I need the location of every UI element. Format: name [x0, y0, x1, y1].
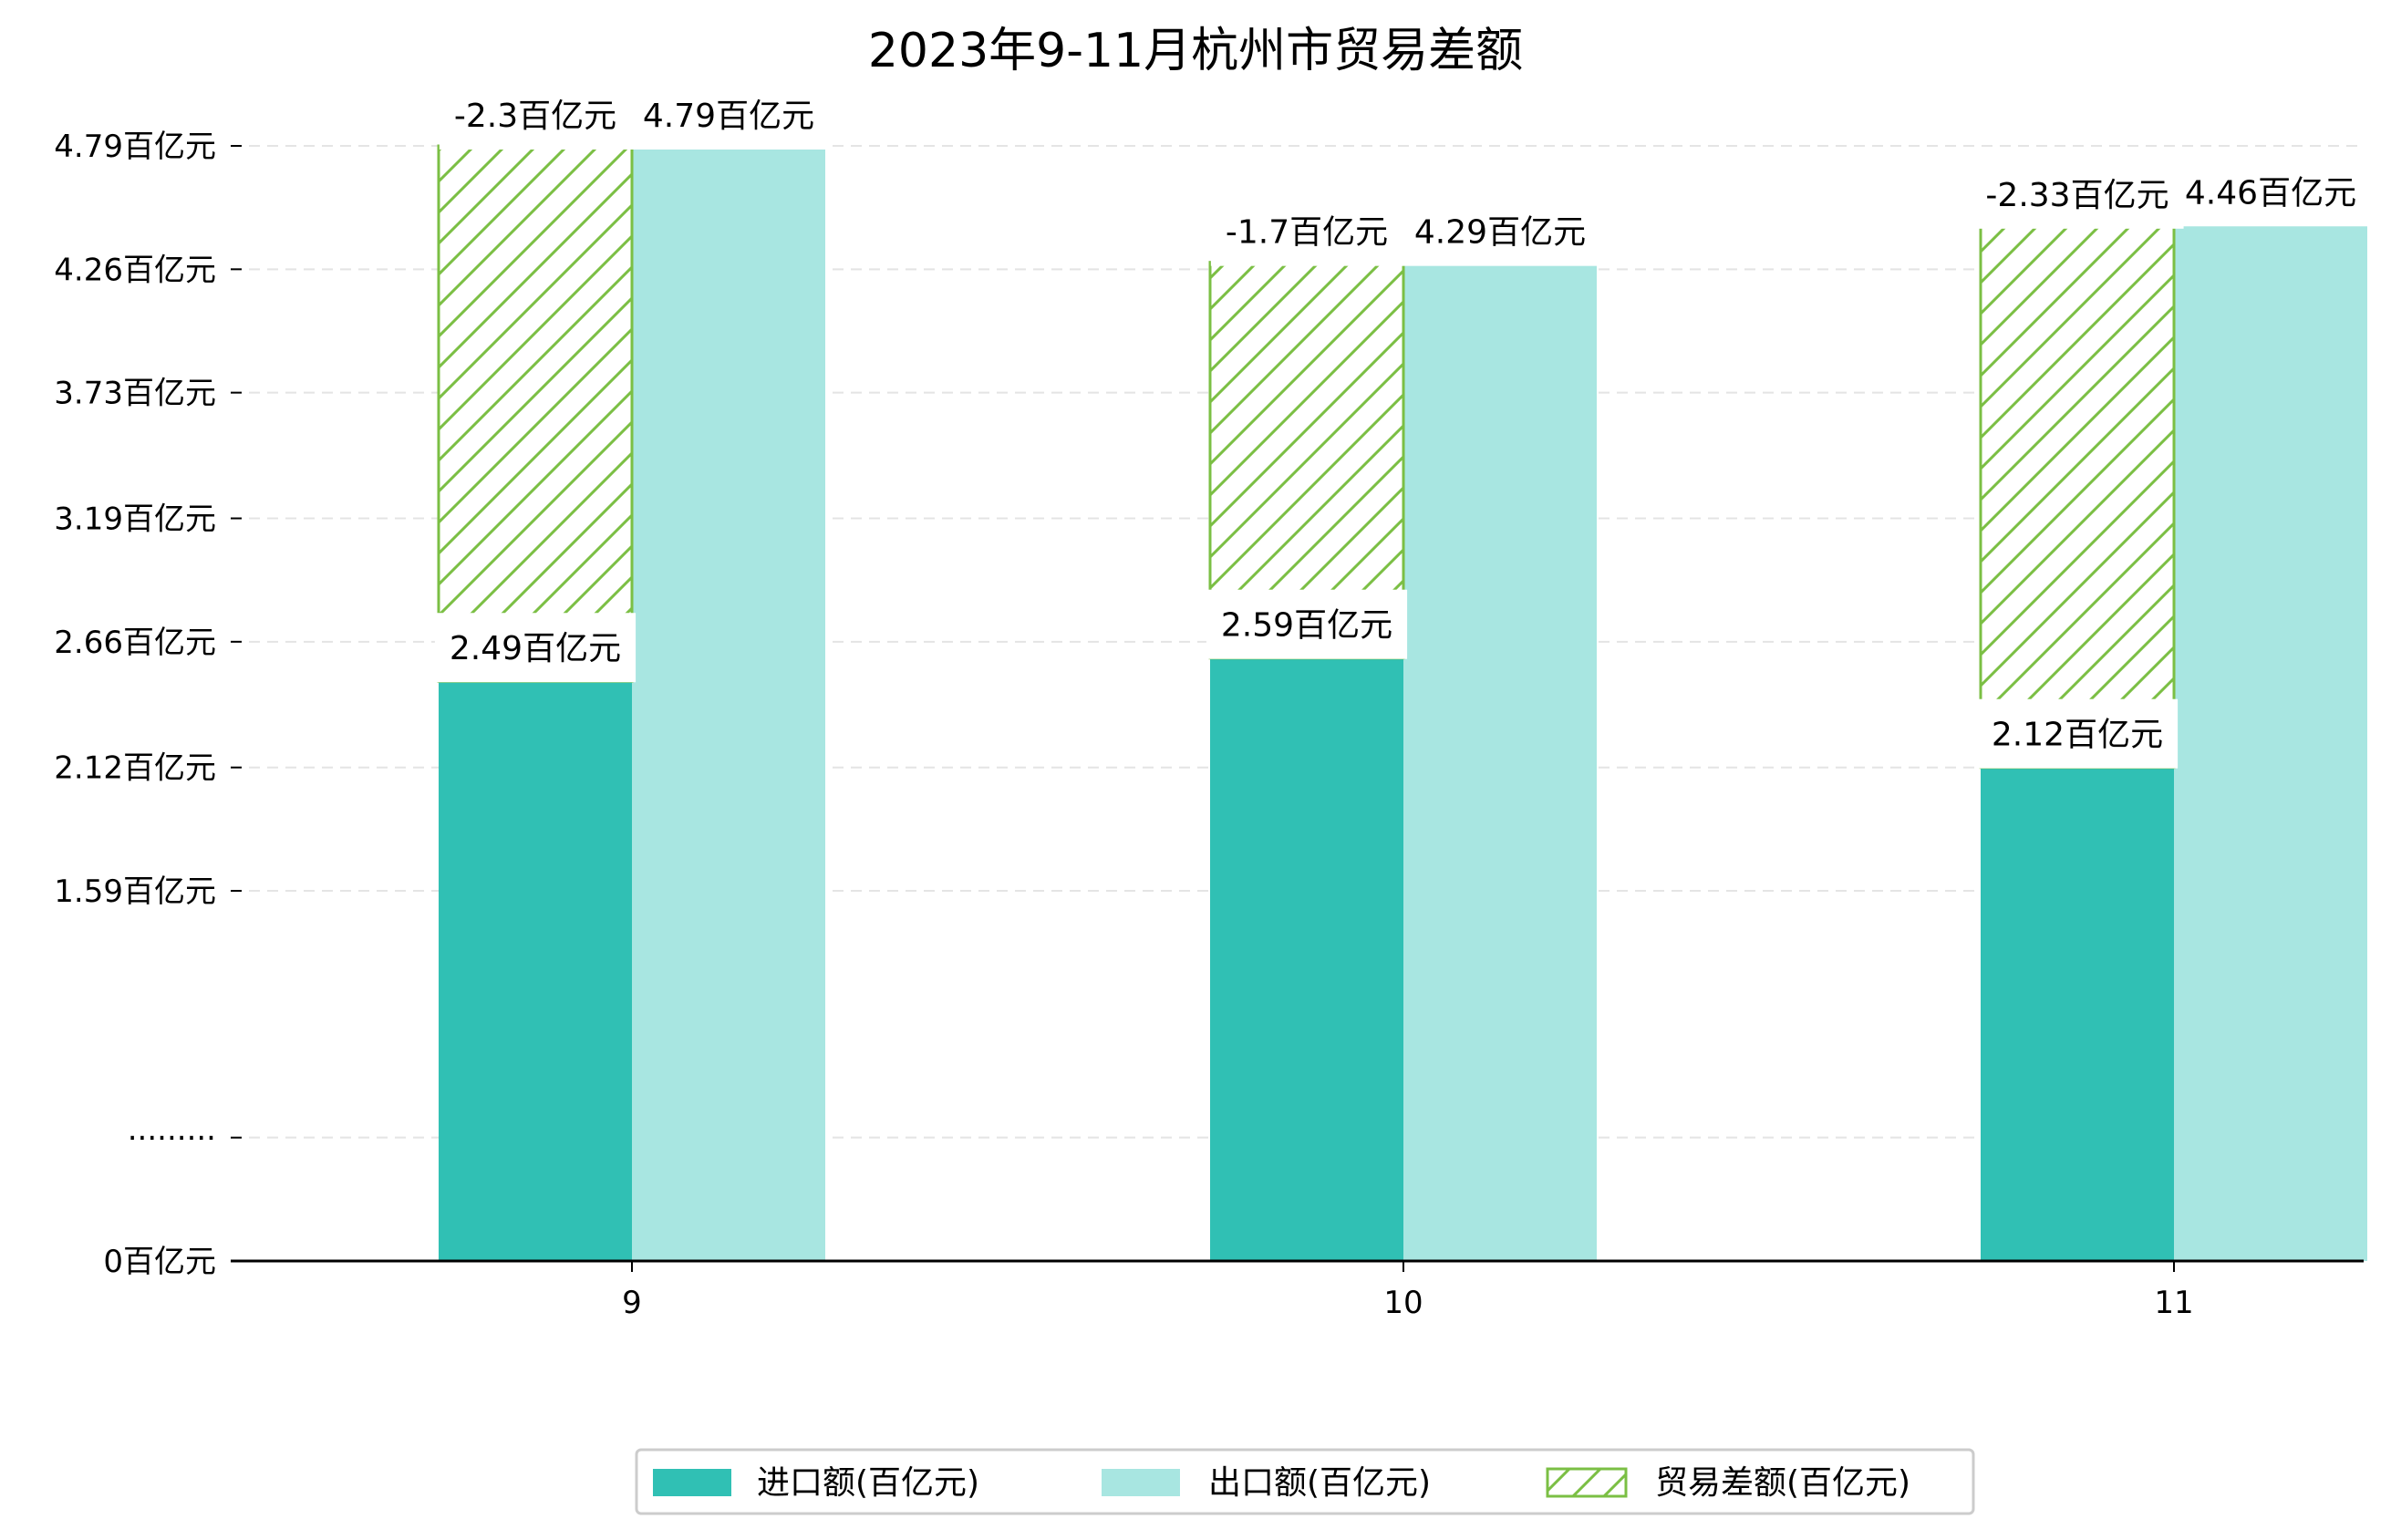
legend-frame: [635, 1448, 1975, 1515]
y-tick-label: 0百亿元: [103, 1244, 216, 1280]
import-value-label: 2.49百亿元: [450, 630, 621, 667]
import-value-label-group: 2.49百亿元: [434, 613, 637, 683]
data-labels: 4.79百亿元 -2.3百亿元 2.49百亿元 4.29百亿元 -1.7百亿元 2.59百…: [434, 80, 2372, 769]
import-value-label-group: 2.59百亿元: [1206, 589, 1408, 659]
balance-value-label-group: -2.33百亿元: [1971, 159, 2184, 229]
import-value-label-bg: [1976, 698, 2179, 769]
legend-export-swatch: [1102, 1469, 1180, 1496]
export-value-label: 4.29百亿元: [1414, 214, 1586, 252]
balance-value-label: -1.7百亿元: [1226, 214, 1388, 252]
export-bar: [2174, 222, 2367, 1261]
import-value-label: 2.12百亿元: [1992, 717, 2163, 754]
x-axis: 9 10 11: [231, 1259, 2364, 1321]
balance-value-label-bg: [439, 80, 632, 150]
export-value-label: 4.46百亿元: [2185, 174, 2356, 212]
y-tick-label: 2.66百亿元: [54, 625, 216, 661]
balance-value-label: -2.33百亿元: [1985, 177, 2168, 214]
y-tick-label: 1.59百亿元: [54, 873, 216, 910]
legend-import-swatch: [653, 1469, 731, 1496]
export-bar: [1403, 262, 1597, 1261]
balance-value-label: -2.3百亿元: [454, 98, 616, 135]
export-value-label-bg: [2169, 157, 2372, 227]
y-tick-label: 4.26百亿元: [54, 252, 216, 288]
balance-value-label-group: -2.3百亿元: [439, 80, 632, 150]
export-value-label-group: 4.79百亿元: [627, 80, 830, 150]
export-value-label-group: 4.29百亿元: [1399, 196, 1601, 266]
import-value-label-group: 2.12百亿元: [1976, 698, 2179, 769]
export-value-label: 4.79百亿元: [643, 98, 814, 135]
y-tick-label: 3.73百亿元: [54, 376, 216, 412]
legend: 进口额(百亿元) 出口额(百亿元) 贸易差额(百亿元): [635, 1448, 1975, 1515]
legend-balance-swatch: [1546, 1467, 1628, 1498]
export-value-label-bg: [1399, 196, 1601, 266]
balance-value-label-bg: [1971, 159, 2184, 229]
import-bar: [439, 681, 632, 1261]
balance-bar: [1979, 223, 2176, 770]
import-value-label-bg: [434, 613, 637, 683]
legend-import-label: 进口额(百亿元): [757, 1464, 979, 1502]
y-tick-label: 2.12百亿元: [54, 750, 216, 787]
y-tick-label: ·········: [128, 1121, 216, 1157]
legend-balance-label: 贸易差额(百亿元): [1655, 1464, 1910, 1502]
import-value-label-bg: [1206, 589, 1408, 659]
bars: [437, 144, 2367, 1261]
export-value-label-bg: [627, 80, 830, 150]
x-tick-label: 10: [1383, 1285, 1423, 1321]
x-tick-label: 11: [2154, 1285, 2193, 1321]
y-axis: 0百亿元 ········· 1.59百亿元 2.12百亿元 2.66百亿元 3.19百亿…: [54, 129, 242, 1280]
import-value-label: 2.59百亿元: [1221, 607, 1392, 645]
balance-value-label-group: -1.7百亿元: [1210, 196, 1403, 266]
y-tick-label: 3.19百亿元: [54, 501, 216, 538]
export-bar: [632, 146, 825, 1261]
balance-bar: [437, 144, 634, 683]
balance-value-label-bg: [1210, 196, 1403, 266]
export-value-label-group: 4.46百亿元: [2169, 157, 2372, 227]
import-bar: [1981, 767, 2174, 1261]
chart-title: 2023年9-11月杭州市贸易差额: [868, 24, 1523, 78]
import-bar: [1210, 657, 1403, 1261]
x-tick-label: 9: [622, 1285, 642, 1321]
y-tick-label: 4.79百亿元: [54, 129, 216, 165]
legend-export-label: 出口额(百亿元): [1208, 1464, 1431, 1502]
